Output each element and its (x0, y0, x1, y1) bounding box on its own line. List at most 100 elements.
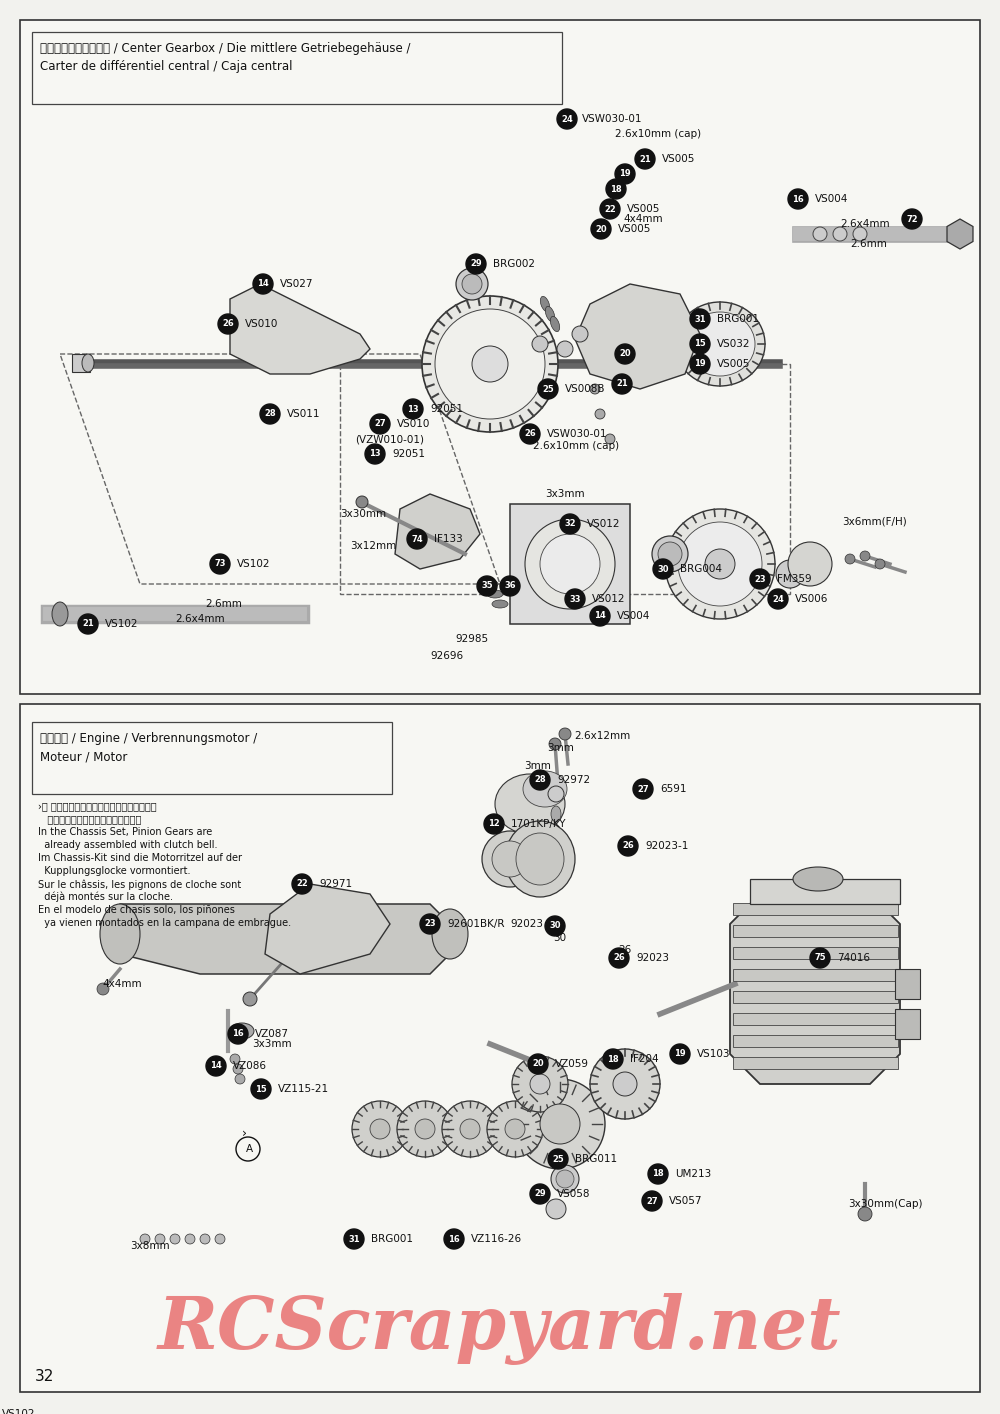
Circle shape (538, 379, 558, 399)
Polygon shape (230, 284, 370, 373)
Text: 73: 73 (214, 560, 226, 568)
Circle shape (292, 874, 312, 894)
Text: 19: 19 (674, 1049, 686, 1059)
Text: 32: 32 (564, 519, 576, 529)
Circle shape (530, 1184, 550, 1203)
Circle shape (810, 947, 830, 969)
Text: FM359: FM359 (777, 574, 812, 584)
Ellipse shape (492, 600, 508, 608)
Ellipse shape (482, 580, 498, 588)
Text: 3x8mm: 3x8mm (130, 1241, 170, 1251)
Bar (510, 503, 630, 624)
Text: 16: 16 (232, 1029, 244, 1038)
Text: RCScrapyard.net: RCScrapyard.net (158, 1292, 842, 1365)
Circle shape (648, 1164, 668, 1184)
Bar (895, 1010, 920, 1039)
Circle shape (615, 344, 635, 363)
Text: ›: › (242, 1127, 247, 1140)
Ellipse shape (853, 228, 867, 240)
Ellipse shape (548, 786, 564, 802)
Text: BRG002: BRG002 (493, 259, 535, 269)
Bar (733, 969, 898, 981)
Circle shape (78, 614, 98, 633)
Text: 13: 13 (369, 450, 381, 458)
Text: 23: 23 (424, 919, 436, 929)
Ellipse shape (432, 909, 468, 959)
Text: VSW030-01: VSW030-01 (582, 115, 642, 124)
Text: 14: 14 (594, 611, 606, 621)
Ellipse shape (472, 346, 508, 382)
Text: VS006: VS006 (795, 594, 828, 604)
Text: VS057: VS057 (669, 1196, 702, 1206)
Text: VS008B: VS008B (565, 385, 606, 395)
Circle shape (466, 255, 486, 274)
Circle shape (653, 559, 673, 578)
Text: 2.6x4mm: 2.6x4mm (840, 219, 890, 229)
Text: 26: 26 (222, 320, 234, 328)
Ellipse shape (793, 867, 843, 891)
Circle shape (591, 219, 611, 239)
Text: 35: 35 (481, 581, 493, 591)
Text: 31: 31 (694, 314, 706, 324)
Text: 15: 15 (255, 1085, 267, 1093)
Text: 18: 18 (652, 1169, 664, 1178)
Text: 4x4mm: 4x4mm (102, 978, 142, 988)
Ellipse shape (100, 904, 140, 964)
Text: 2.6x4mm: 2.6x4mm (175, 614, 225, 624)
Ellipse shape (540, 1104, 580, 1144)
Ellipse shape (875, 559, 885, 568)
Ellipse shape (512, 1056, 568, 1111)
Ellipse shape (858, 1208, 872, 1222)
Polygon shape (395, 493, 480, 568)
Text: 3x3mm: 3x3mm (545, 489, 585, 499)
Ellipse shape (352, 1102, 408, 1157)
Circle shape (484, 814, 504, 834)
Ellipse shape (82, 354, 94, 372)
Ellipse shape (52, 602, 68, 626)
Ellipse shape (613, 1072, 637, 1096)
Text: A: A (245, 1144, 253, 1154)
Text: 27: 27 (374, 420, 386, 428)
Ellipse shape (230, 1053, 240, 1063)
Bar (733, 1012, 898, 1025)
Ellipse shape (532, 337, 548, 352)
Text: センターギヤボックス / Center Gearbox / Die mittlere Getriebegehäuse /: センターギヤボックス / Center Gearbox / Die mittle… (40, 42, 411, 55)
Circle shape (407, 529, 427, 549)
Ellipse shape (845, 554, 855, 564)
Text: BRG001: BRG001 (717, 314, 759, 324)
Text: VS102: VS102 (105, 619, 138, 629)
Ellipse shape (550, 317, 560, 332)
Ellipse shape (482, 831, 538, 887)
Text: 3x6mm(F/H): 3x6mm(F/H) (842, 518, 907, 527)
Text: ›Ⓐ シャシーセットは、この部分が一体式の: ›Ⓐ シャシーセットは、この部分が一体式の (38, 800, 157, 812)
Ellipse shape (833, 228, 847, 240)
Ellipse shape (487, 1102, 543, 1157)
Text: Moteur / Motor: Moteur / Motor (40, 749, 127, 764)
Text: 13: 13 (407, 404, 419, 413)
Ellipse shape (370, 1118, 390, 1140)
Circle shape (548, 1150, 568, 1169)
Text: IF133: IF133 (434, 534, 463, 544)
Text: 16: 16 (792, 195, 804, 204)
Ellipse shape (705, 549, 735, 578)
Circle shape (635, 148, 655, 170)
Ellipse shape (397, 1102, 453, 1157)
Ellipse shape (590, 385, 600, 395)
Text: VS011: VS011 (287, 409, 320, 419)
Text: En el modelo de chasis solo, los piñones: En el modelo de chasis solo, los piñones (38, 905, 235, 915)
Text: VS058: VS058 (557, 1189, 590, 1199)
Text: 14: 14 (257, 280, 269, 288)
Text: IF204: IF204 (630, 1053, 659, 1063)
Text: 92972: 92972 (557, 775, 590, 785)
Ellipse shape (235, 1075, 245, 1085)
Text: Im Chassis-Kit sind die Motorritzel auf der: Im Chassis-Kit sind die Motorritzel auf … (38, 853, 242, 863)
Text: VZ116-26: VZ116-26 (471, 1234, 522, 1244)
Circle shape (253, 274, 273, 294)
Circle shape (670, 1044, 690, 1063)
Circle shape (902, 209, 922, 229)
Circle shape (477, 575, 497, 595)
Ellipse shape (356, 496, 368, 508)
Text: UM213: UM213 (675, 1169, 711, 1179)
Text: 24: 24 (561, 115, 573, 123)
Text: VS005: VS005 (618, 223, 651, 233)
